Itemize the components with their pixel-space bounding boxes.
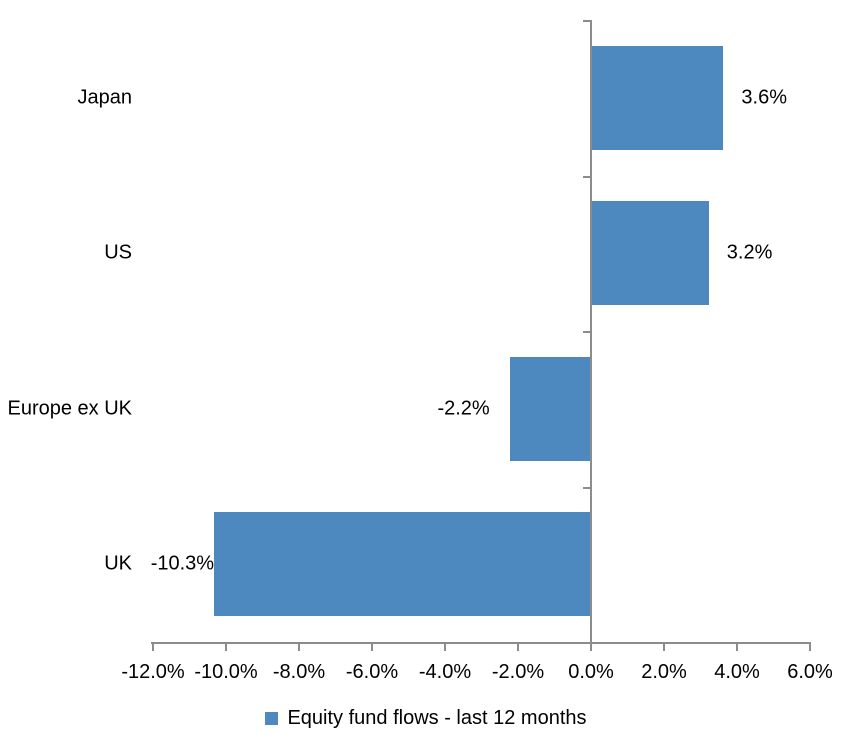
legend-label: Equity fund flows - last 12 months (287, 707, 587, 729)
data-label: 3.2% (726, 241, 773, 264)
data-label: 3.6% (741, 86, 787, 109)
legend: Equity fund flows - last 12 months (0, 707, 852, 730)
value-axis-tick (444, 644, 446, 651)
data-label: -10.3% (150, 552, 215, 575)
value-axis-tick-label: -6.0% (345, 661, 399, 683)
value-axis-tick (736, 644, 738, 651)
value-axis-tick (517, 644, 519, 651)
bar (592, 201, 709, 306)
value-axis-tick (371, 644, 373, 651)
category-label: Japan (77, 86, 133, 109)
bar (509, 356, 590, 461)
value-axis-tick (809, 644, 811, 651)
category-label: UK (104, 552, 132, 575)
category-axis-tick (583, 20, 591, 22)
category-axis-tick (583, 486, 591, 489)
value-axis-tick (663, 644, 665, 651)
legend-swatch-icon (265, 712, 279, 725)
data-label: -2.2% (437, 397, 490, 420)
category-axis-tick (583, 331, 591, 333)
category-axis-line (590, 20, 592, 651)
value-axis-tick-label: -12.0% (121, 661, 185, 683)
value-axis-tick (298, 644, 300, 651)
value-axis-tick (225, 644, 227, 651)
value-axis-tick-label: -10.0% (194, 661, 258, 683)
value-axis-tick-label: 2.0% (641, 661, 687, 683)
value-axis-tick-label: -4.0% (418, 661, 472, 683)
bar (214, 512, 590, 617)
category-label: US (104, 241, 132, 264)
value-axis-tick-label: 4.0% (714, 661, 760, 683)
value-axis-tick-label: -8.0% (272, 661, 326, 683)
category-label: Europe ex UK (7, 397, 132, 420)
value-axis-tick-label: 6.0% (787, 661, 833, 683)
bar (592, 45, 724, 150)
value-axis-line (151, 642, 811, 644)
value-axis-tick-label: -2.0% (491, 661, 545, 683)
category-axis-tick (583, 175, 591, 178)
value-axis-tick (152, 644, 154, 651)
value-axis-tick-label: 0.0% (568, 661, 614, 683)
